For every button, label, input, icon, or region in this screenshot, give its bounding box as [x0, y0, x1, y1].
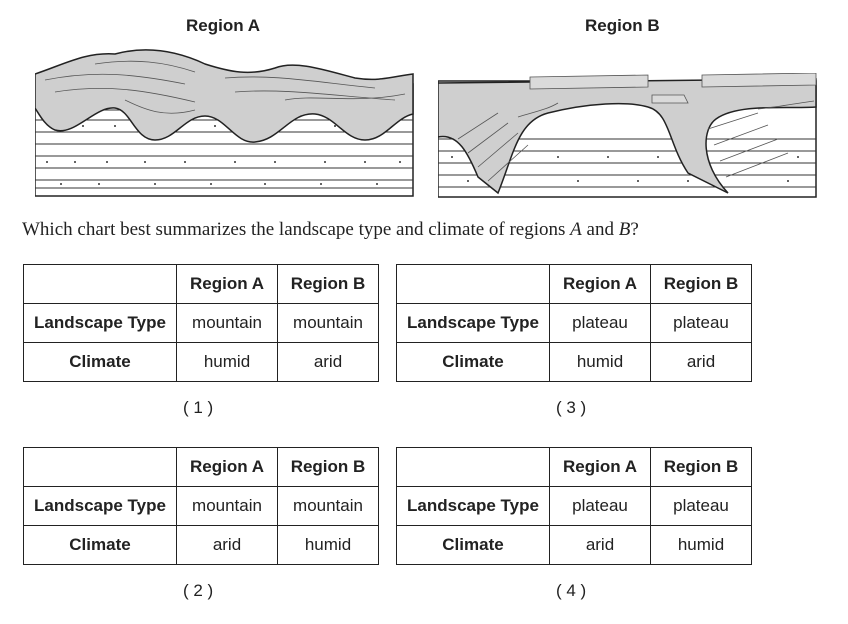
column-header-region-a: Region A [176, 264, 278, 304]
corner-cell [23, 264, 177, 304]
landscape-type-region-b: plateau [650, 303, 752, 343]
row-header-landscape-type: Landscape Type [396, 303, 550, 343]
choice-table-4: Region A Region B Landscape Type plateau… [396, 447, 752, 565]
column-header-region-b: Region B [650, 264, 752, 304]
choice-label-2[interactable]: ( 2 ) [183, 581, 214, 600]
row-header-landscape-type: Landscape Type [396, 486, 550, 526]
climate-region-a: humid [176, 342, 278, 382]
row-header-climate: Climate [23, 342, 177, 382]
corner-cell [396, 264, 550, 304]
question-text: Which chart best summarizes the landscap… [22, 219, 639, 240]
region-b-diagram [438, 73, 817, 198]
region-a-diagram [35, 49, 414, 197]
climate-region-b: arid [277, 342, 379, 382]
column-header-region-b: Region B [277, 447, 379, 487]
choice-table-1: Region A Region B Landscape Type mountai… [23, 264, 379, 382]
column-header-region-a: Region A [176, 447, 278, 487]
corner-cell [23, 447, 177, 487]
region-a-title: Region A [186, 16, 260, 35]
landscape-type-region-a: mountain [176, 303, 278, 343]
column-header-region-a: Region A [549, 447, 651, 487]
landscape-type-region-a: plateau [549, 303, 651, 343]
column-header-region-b: Region B [277, 264, 379, 304]
column-header-region-a: Region A [549, 264, 651, 304]
landscape-type-region-a: mountain [176, 486, 278, 526]
row-header-climate: Climate [23, 525, 177, 565]
row-header-climate: Climate [396, 525, 550, 565]
choice-label-3[interactable]: ( 3 ) [556, 398, 587, 417]
landscape-type-region-b: mountain [277, 303, 379, 343]
landscape-type-region-b: mountain [277, 486, 379, 526]
region-b-title: Region B [585, 16, 660, 35]
climate-region-b: humid [277, 525, 379, 565]
corner-cell [396, 447, 550, 487]
climate-region-b: humid [650, 525, 752, 565]
climate-region-a: arid [176, 525, 278, 565]
row-header-climate: Climate [396, 342, 550, 382]
choice-table-2: Region A Region B Landscape Type mountai… [23, 447, 379, 565]
column-header-region-b: Region B [650, 447, 752, 487]
row-header-landscape-type: Landscape Type [23, 486, 177, 526]
choice-table-3: Region A Region B Landscape Type plateau… [396, 264, 752, 382]
choice-label-1[interactable]: ( 1 ) [183, 398, 214, 417]
climate-region-a: humid [549, 342, 651, 382]
landscape-type-region-a: plateau [549, 486, 651, 526]
climate-region-a: arid [549, 525, 651, 565]
row-header-landscape-type: Landscape Type [23, 303, 177, 343]
choice-label-4[interactable]: ( 4 ) [556, 581, 587, 600]
climate-region-b: arid [650, 342, 752, 382]
landscape-type-region-b: plateau [650, 486, 752, 526]
